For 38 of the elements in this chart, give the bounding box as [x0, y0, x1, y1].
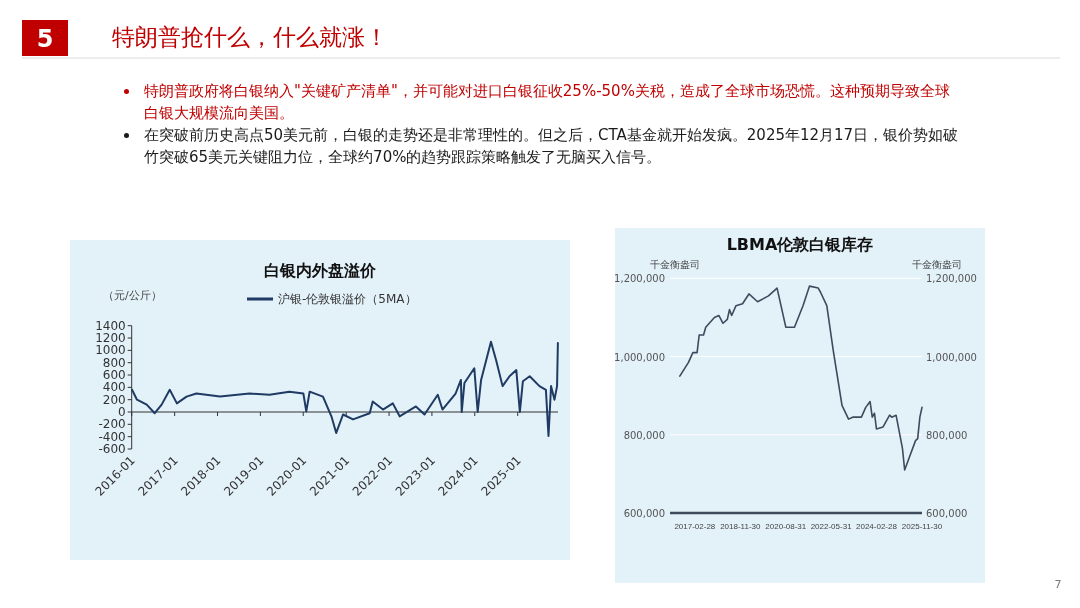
y-tick-label: -200: [98, 417, 126, 432]
text: 在突破前历史高点50美元前，白银的走势还是非常理性的。但之后，CTA基金就开始发疯。2025年12月17日，银价势如破竹突破65美元关键阻力位，全球约70%的趋势跟踪策略触发了无脑买入信号。: [143, 125, 960, 168]
y-tick-label: 800: [102, 355, 126, 370]
text: 7: [1054, 578, 1062, 591]
x-tick-label: 2025-11-30: [901, 522, 943, 531]
line-series: [679, 285, 923, 471]
y2-tick-label: 600,000: [926, 508, 968, 519]
y-tick-label: 0: [118, 405, 126, 420]
text: 特朗普抢什么，什么就涨！: [112, 24, 388, 50]
y-tick-label: 200: [102, 392, 126, 407]
y-tick-label: 400: [102, 380, 126, 395]
y-tick-label: -600: [98, 442, 126, 456]
x-tick-label: 2022-05-31: [810, 522, 853, 531]
y2-tick-label: 1,000,000: [926, 351, 977, 363]
chart-title: 白银内外盘溢价: [264, 261, 377, 280]
y-tick-label: 1,200,000: [614, 273, 665, 285]
chart-title: LBMA伦敦白银库存: [726, 235, 874, 254]
x-tick-label: 2018-11-30: [720, 522, 762, 531]
y-tick-label: 600,000: [623, 508, 665, 519]
y-tick-label: 600: [102, 368, 126, 383]
text: 5: [36, 25, 54, 53]
y-tick-label: 1200: [95, 331, 126, 346]
legend-label: 沪银-伦敦银溢价（5MA）: [278, 292, 417, 306]
x-tick-label: 2017-02-28: [674, 522, 716, 531]
y-axis-title: （元/公斤）: [103, 289, 162, 302]
y-tick-label: 800,000: [623, 429, 665, 441]
y-tick-label: 1400: [95, 318, 126, 333]
x-tick-label: 2020-08-31: [765, 522, 807, 531]
line-series: [131, 340, 559, 438]
y2-tick-label: 800,000: [926, 429, 968, 441]
y2-axis-title: 千金衡盎司: [912, 259, 962, 270]
y-tick-label: 1000: [95, 343, 126, 358]
text: 特朗普政府将白银纳入"关键矿产清单"，并可能对进口白银征收25%-50%关税，造成了全球市场恐慌。这种预期导致全球白银大规模流向美国。: [143, 81, 951, 124]
y-tick-label: 1,000,000: [614, 351, 665, 363]
y-tick-label: -400: [98, 429, 126, 444]
x-tick-label: 2024-02-28: [856, 522, 898, 531]
y-axis-title: 千金衡盎司: [650, 259, 700, 270]
y2-tick-label: 1,200,000: [926, 273, 977, 285]
